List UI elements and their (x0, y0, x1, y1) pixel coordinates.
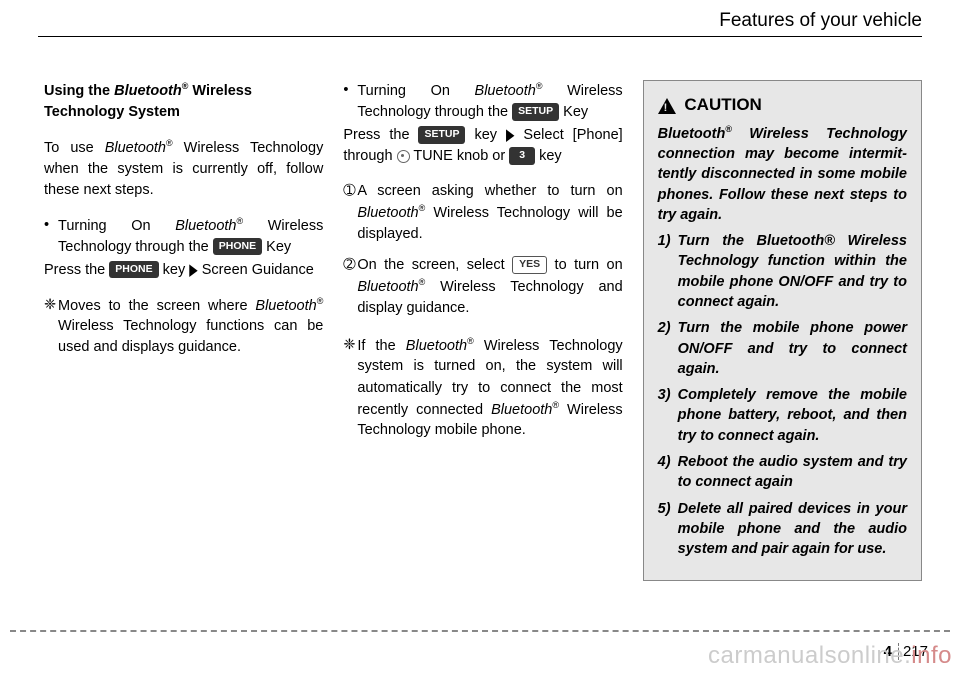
text: A screen asking whether to turn on (357, 183, 622, 199)
page-content: Using the Bluetooth® Wireless Technology… (44, 80, 922, 581)
text: key (465, 127, 497, 143)
column-3: CAUTION Bluetooth® Wireless Technology c… (643, 80, 922, 581)
paragraph: Press the PHONE key ▶ Screen Guidance (44, 260, 323, 281)
bullet-marker: • (343, 80, 357, 123)
text: key (535, 148, 562, 164)
caution-step: 3)Completely remove the mobile phone bat… (658, 385, 907, 446)
step-number: 4) (658, 452, 678, 493)
brand: Bluetooth (175, 218, 236, 234)
caution-step: 2)Turn the mobile phone power ON/OFF and… (658, 318, 907, 379)
arrow-icon: ▶ (189, 260, 197, 284)
reg: ® (317, 296, 324, 306)
caution-step: 4)Reboot the audio system and try to con… (658, 452, 907, 493)
text: TUNE knob or (410, 148, 510, 164)
watermark: carmanualsonline.info (708, 642, 952, 670)
text: Press the (343, 127, 418, 143)
caution-heading: CAUTION (658, 93, 907, 117)
text: Screen Guidance (202, 262, 314, 278)
number-marker: ➀ (343, 181, 357, 245)
footer-divider (10, 630, 950, 632)
text: Key (262, 239, 291, 255)
brand: Bluetooth (357, 205, 418, 221)
step-text: Turn the Bluetooth® Wireless Technology … (678, 231, 907, 312)
text: Turning On (357, 83, 474, 99)
reg: ® (467, 336, 474, 346)
text: Press the (44, 262, 109, 278)
text: To use (44, 140, 105, 156)
brand: Bluetooth (105, 140, 166, 156)
caution-intro: Bluetooth® Wireless Technology connectio… (658, 123, 907, 225)
brand: Bluetooth (357, 279, 418, 295)
setup-key-badge: SETUP (418, 126, 465, 143)
brand: Bluetooth (658, 126, 726, 142)
step-number: 3) (658, 385, 678, 446)
warning-icon (658, 98, 676, 114)
paragraph: To use Bluetooth® Wireless Technology wh… (44, 137, 323, 201)
text: Turning On (58, 218, 175, 234)
text: key (159, 262, 186, 278)
phone-key-badge: PHONE (213, 238, 262, 255)
text: Moves to the screen where (58, 297, 255, 313)
bullet-text: Turning On Bluetooth® Wireless Technolog… (357, 80, 622, 123)
step-text: Turn the mobile phone power ON/OFF and t… (678, 318, 907, 379)
page-header: Features of your vehicle (38, 10, 922, 37)
step-number: 2) (658, 318, 678, 379)
watermark-suffix: info (911, 642, 952, 669)
reg: ® (166, 138, 173, 148)
number-marker: ➁ (343, 255, 357, 319)
brand: Bluetooth (406, 337, 467, 353)
heading-brand: Bluetooth (114, 83, 182, 99)
phone-key-badge: PHONE (109, 261, 158, 278)
caution-step: 5)Delete all paired devices in your mobi… (658, 499, 907, 560)
text: Wireless Technology functions can be use… (58, 318, 323, 355)
note-item: ❈ If the Bluetooth® Wireless Technology … (343, 335, 622, 442)
numbered-item: ➀ A screen asking whether to turn on Blu… (343, 181, 622, 245)
brand: Bluetooth (475, 83, 536, 99)
step-text: Delete all paired devices in your mobile… (678, 499, 907, 560)
text: to turn on (547, 257, 623, 273)
note-text: Moves to the screen where Bluetooth® Wir… (58, 295, 323, 359)
setup-key-badge: SETUP (512, 103, 559, 120)
caution-title: CAUTION (684, 95, 761, 114)
yes-button-badge: YES (512, 256, 547, 273)
text: On the screen, select (357, 257, 512, 273)
bullet-item: • Turning On Bluetooth® Wireless Technol… (44, 215, 323, 258)
note-marker: ❈ (44, 295, 58, 359)
item-text: A screen asking whether to turn on Bluet… (357, 181, 622, 245)
tune-knob-icon (397, 150, 410, 163)
caution-step: 1)Turn the Bluetooth® Wireless Technolog… (658, 231, 907, 312)
step-number: 1) (658, 231, 678, 312)
text: If the (357, 337, 405, 353)
note-marker: ❈ (343, 335, 357, 442)
watermark-text: carmanualsonline. (708, 642, 911, 669)
step-text: Completely remove the mobile phone batte… (678, 385, 907, 446)
step-text: Reboot the audio system and try to conne… (678, 452, 907, 493)
numbered-item: ➁ On the screen, select YES to turn on B… (343, 255, 622, 319)
step-number: 5) (658, 499, 678, 560)
header-title: Features of your vehicle (719, 10, 922, 31)
section-heading: Using the Bluetooth® Wireless Technology… (44, 80, 323, 123)
item-text: On the screen, select YES to turn on Blu… (357, 255, 622, 319)
brand: Bluetooth (255, 297, 316, 313)
note-item: ❈ Moves to the screen where Bluetooth® W… (44, 295, 323, 359)
preset-3-badge: 3 (509, 147, 535, 164)
brand: Bluetooth (491, 401, 552, 417)
bullet-text: Turning On Bluetooth® Wireless Technolog… (58, 215, 323, 258)
bullet-item: • Turning On Bluetooth® Wireless Technol… (343, 80, 622, 123)
reg: ® (725, 124, 732, 134)
arrow-icon: ▶ (506, 125, 514, 149)
heading-text: Using the (44, 83, 114, 99)
note-text: If the Bluetooth® Wireless Technology sy… (357, 335, 622, 442)
caution-box: CAUTION Bluetooth® Wireless Technology c… (643, 80, 922, 581)
column-2: • Turning On Bluetooth® Wireless Technol… (343, 80, 622, 581)
text: Key (559, 104, 588, 120)
paragraph: Press the SETUP key ▶ Select [Phone] thr… (343, 125, 622, 167)
column-1: Using the Bluetooth® Wireless Technology… (44, 80, 323, 581)
bullet-marker: • (44, 215, 58, 258)
